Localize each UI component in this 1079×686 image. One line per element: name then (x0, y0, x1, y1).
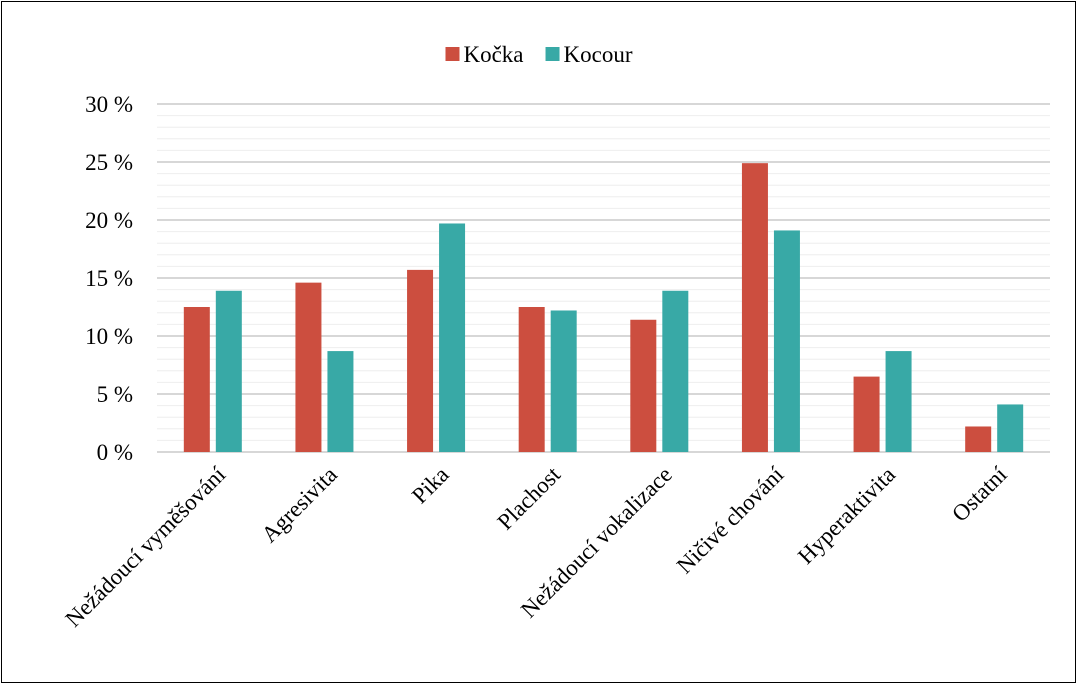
y-tick-label: 30 % (85, 92, 133, 117)
bar (439, 223, 466, 452)
x-tick-label: Pika (407, 462, 454, 509)
bar (630, 319, 657, 452)
bar (662, 290, 689, 452)
y-tick-label: 20 % (85, 208, 133, 233)
bar (853, 376, 880, 452)
bar (773, 230, 800, 452)
y-axis-tick-labels: 0 % 5 % 10 % 15 % 20 % 25 % 30 % (85, 92, 133, 465)
legend-swatch (445, 47, 460, 61)
bar (295, 282, 322, 452)
bars (183, 163, 1024, 452)
bar (965, 426, 992, 452)
x-tick-label: Plachost (492, 461, 565, 534)
y-tick-label: 15 % (85, 266, 133, 291)
y-tick-label: 10 % (85, 324, 133, 349)
y-tick-label: 25 % (85, 150, 133, 175)
bar (407, 269, 434, 452)
bar (550, 310, 577, 452)
bar (518, 307, 545, 452)
x-tick-label: Agresivita (257, 462, 342, 547)
x-tick-label: Ničivé chování (672, 461, 789, 578)
bar (215, 290, 242, 452)
legend-label: Kočka (463, 42, 523, 67)
bar (885, 351, 912, 452)
y-tick-label: 0 % (97, 440, 133, 465)
legend-label: Kocour (564, 42, 633, 67)
legend: Kočka Kocour (445, 42, 633, 67)
x-tick-label: Ostatní (947, 461, 1012, 526)
y-tick-label: 5 % (97, 382, 133, 407)
legend-swatch (545, 47, 560, 61)
bar (741, 163, 768, 452)
x-tick-label: Hyperaktivita (793, 462, 900, 569)
bar (997, 404, 1024, 452)
x-axis-tick-labels: Nežádoucí vyměšování Agresivita Pika Placho… (60, 461, 1012, 631)
bar (327, 351, 354, 452)
bar (183, 307, 210, 452)
x-tick-label: Nežádoucí vyměšování (60, 461, 230, 631)
major-gridlines (157, 103, 1050, 453)
